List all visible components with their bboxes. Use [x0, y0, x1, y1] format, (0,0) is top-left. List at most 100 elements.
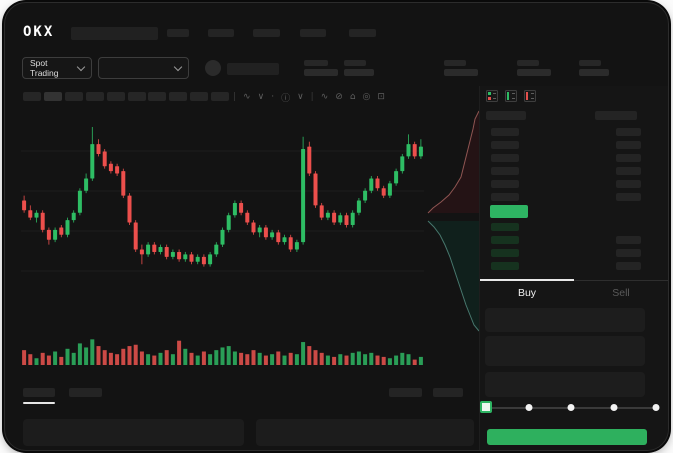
- divider: |: [310, 92, 314, 102]
- stat-value-skeleton: [344, 69, 374, 76]
- stat-label-skeleton: [304, 60, 328, 66]
- nav-item-skeleton[interactable]: [167, 29, 189, 37]
- ask-price-skeleton[interactable]: [491, 180, 519, 188]
- timeframe-chip-skeleton[interactable]: [190, 92, 209, 101]
- divider: |: [233, 92, 237, 102]
- camera-icon[interactable]: ⌂: [349, 92, 356, 102]
- timeframe-chip-skeleton[interactable]: [211, 92, 230, 101]
- stat-label-skeleton: [579, 60, 601, 66]
- app-window: OKX Spot Trading | ∿ ∨ · ⓘ ∨ | ∿ ⊘ ⌂ ◎ ⊡: [4, 2, 669, 451]
- orderbook-asks-icon[interactable]: [524, 90, 536, 102]
- bid-price-skeleton[interactable]: [491, 223, 519, 231]
- amount-skeleton: [616, 249, 641, 257]
- orderbook-col-header-skeleton: [486, 111, 526, 120]
- timeframe-chip-skeleton[interactable]: [169, 92, 188, 101]
- orderbook-view-toggles: [486, 90, 536, 102]
- chevron-down-icon[interactable]: ∨: [257, 92, 265, 102]
- line-tool-icon[interactable]: ∿: [320, 92, 329, 102]
- chevron-down-icon: [76, 62, 86, 71]
- amount-skeleton: [616, 128, 641, 136]
- ask-price-skeleton[interactable]: [491, 167, 519, 175]
- stat-label-skeleton: [444, 60, 466, 66]
- orderbook-row: [480, 221, 668, 234]
- active-tab-underline: [23, 402, 55, 404]
- account-skeleton: [227, 63, 279, 75]
- orderbook-col-header-skeleton: [595, 111, 637, 120]
- amount-skeleton: [616, 167, 641, 175]
- slider-stop[interactable]: [610, 404, 617, 411]
- orders-filter-skeleton[interactable]: [433, 388, 463, 397]
- slider-stop[interactable]: [525, 404, 532, 411]
- orderbook-rows: [480, 126, 668, 273]
- timeframe-chip-skeleton[interactable]: [23, 92, 41, 101]
- buy-sell-tabs: Buy Sell: [480, 279, 668, 305]
- orderbook-row: [480, 139, 668, 152]
- bid-price-skeleton[interactable]: [491, 236, 519, 244]
- timeframe-chip-skeleton[interactable]: [43, 92, 62, 101]
- stat-value-skeleton: [579, 69, 609, 76]
- nav-item-skeleton[interactable]: [208, 29, 234, 37]
- pair-dropdown[interactable]: [98, 57, 189, 79]
- indicators-icon[interactable]: ⓘ: [281, 93, 291, 104]
- orders-tab-skeleton[interactable]: [69, 388, 102, 397]
- ask-price-skeleton[interactable]: [491, 128, 519, 136]
- candlestick-chart[interactable]: [21, 111, 424, 367]
- amount-skeleton: [616, 180, 641, 188]
- stat-label-skeleton: [344, 60, 366, 66]
- nav-item-skeleton[interactable]: [253, 29, 280, 37]
- header-search-skeleton[interactable]: [71, 27, 158, 40]
- settings-icon[interactable]: ◎: [362, 92, 371, 102]
- last-price-bar[interactable]: [490, 205, 528, 218]
- timeframe-chip-skeleton[interactable]: [127, 92, 146, 101]
- spot-trading-label: Spot Trading: [30, 58, 59, 78]
- timeframe-chip-skeleton[interactable]: [64, 92, 83, 101]
- nav-item-skeleton[interactable]: [300, 29, 326, 37]
- total-input-skeleton[interactable]: [485, 372, 645, 397]
- orders-panel-skeleton: [256, 419, 474, 446]
- orderbook-row: [480, 178, 668, 191]
- slider-stop[interactable]: [567, 404, 575, 411]
- fullscreen-icon[interactable]: ⊡: [377, 92, 385, 102]
- tab-sell[interactable]: Sell: [612, 287, 630, 299]
- nav-item-skeleton[interactable]: [349, 29, 376, 37]
- amount-skeleton: [616, 141, 641, 149]
- amount-slider[interactable]: [480, 401, 660, 415]
- ask-price-skeleton[interactable]: [491, 193, 519, 201]
- timeframe-chip-skeleton[interactable]: [148, 92, 167, 101]
- ask-price-skeleton[interactable]: [491, 154, 519, 162]
- okx-logo[interactable]: OKX: [23, 24, 55, 40]
- avatar[interactable]: [205, 60, 221, 76]
- chevron-down-icon[interactable]: ∨: [297, 92, 304, 102]
- ask-price-skeleton[interactable]: [491, 141, 519, 149]
- chart-type-icon[interactable]: ∿: [243, 92, 251, 102]
- orderbook-row: [480, 234, 668, 247]
- timeframe-chip-skeleton[interactable]: [85, 92, 104, 101]
- amount-input-skeleton[interactable]: [485, 336, 645, 366]
- bid-price-skeleton[interactable]: [491, 262, 519, 270]
- orderbook-bids-icon[interactable]: [505, 90, 517, 102]
- orderbook-combined-icon[interactable]: [486, 90, 498, 102]
- compare-icon[interactable]: ⊘: [335, 92, 343, 102]
- orderbook-row: [480, 165, 668, 178]
- tab-buy[interactable]: Buy: [480, 279, 574, 305]
- orderbook-row: [480, 152, 668, 165]
- orders-filter-skeleton[interactable]: [389, 388, 422, 397]
- chevron-down-icon: [173, 62, 183, 71]
- spot-trading-selector[interactable]: Spot Trading: [22, 57, 92, 79]
- orders-tab-active-skeleton[interactable]: [23, 388, 55, 397]
- buy-submit-button[interactable]: [487, 429, 647, 445]
- stat-value-skeleton: [444, 69, 478, 76]
- orderbook-row: [480, 260, 668, 273]
- stat-label-skeleton: [517, 60, 539, 66]
- slider-handle[interactable]: [480, 401, 492, 413]
- bid-price-skeleton[interactable]: [491, 249, 519, 257]
- amount-skeleton: [616, 154, 641, 162]
- depth-chart: [427, 110, 480, 332]
- orderbook-row: [480, 191, 668, 204]
- orderbook-price-row: [480, 204, 668, 221]
- timeframe-chip-skeleton[interactable]: [106, 92, 125, 101]
- slider-stop[interactable]: [652, 404, 660, 411]
- price-input-skeleton[interactable]: [485, 308, 645, 332]
- amount-skeleton: [616, 262, 641, 270]
- stat-value-skeleton: [304, 69, 338, 76]
